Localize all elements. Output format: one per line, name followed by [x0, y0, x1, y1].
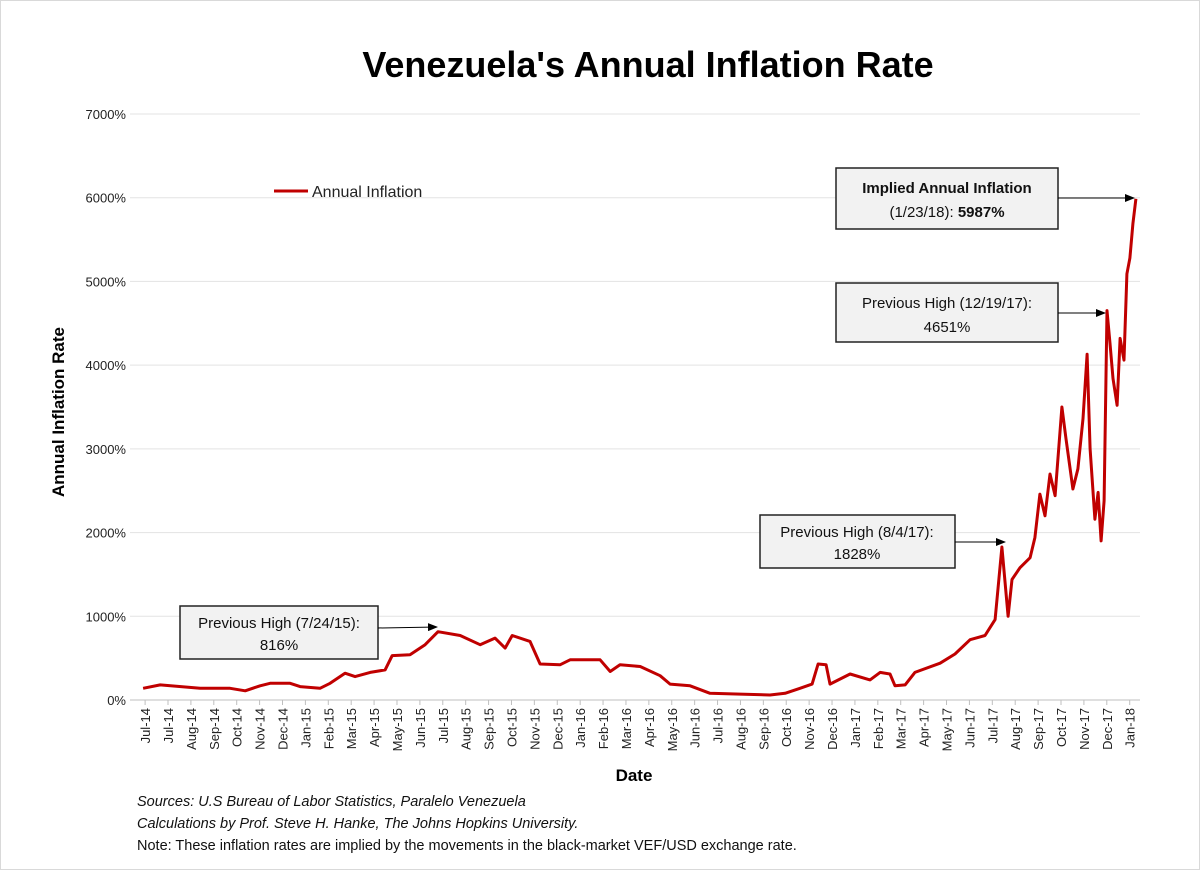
x-tick-label: Mar-16 — [619, 708, 634, 749]
y-tick-label: 4000% — [86, 358, 127, 373]
annotation-label: Previous High (8/4/17): — [780, 524, 933, 541]
x-tick-label: Jun-15 — [413, 708, 428, 748]
x-tick-label: Jun-17 — [962, 708, 977, 748]
x-tick-label: Aug-14 — [184, 708, 199, 750]
footnote-note: Note: These inflation rates are implied … — [137, 838, 797, 854]
annotation-percent: 5987% — [958, 204, 1005, 221]
annotation-dec-2017-high: Previous High (12/19/17): 4651% — [835, 282, 1106, 343]
annotation-2015-high: Previous High (7/24/15): 816% — [179, 605, 438, 660]
annotation-label: Previous High (7/24/15): — [198, 615, 360, 632]
x-tick-label: Apr-17 — [917, 708, 932, 747]
x-tick-label: Sep-16 — [756, 708, 771, 750]
x-tick-label: Apr-16 — [642, 708, 657, 747]
series-line-annual-inflation — [142, 198, 1138, 697]
annotation-current: Implied Annual Inflation (1/23/18): 5987… — [835, 167, 1135, 230]
x-tick-label: Nov-17 — [1077, 708, 1092, 750]
x-tick-label: May-16 — [665, 708, 680, 751]
footnote-sources: Sources: U.S Bureau of Labor Statistics,… — [137, 794, 526, 810]
x-tick-label: Oct-14 — [230, 708, 245, 747]
y-tick-label: 2000% — [86, 526, 127, 541]
y-tick-label: 0% — [107, 693, 126, 708]
x-tick-label: Oct-17 — [1054, 708, 1069, 747]
x-tick-label: May-15 — [390, 708, 405, 751]
x-tick-label: Mar-15 — [344, 708, 359, 749]
x-tick-label: Jan-18 — [1123, 708, 1138, 748]
annotation-date: (1/23/18): — [889, 204, 957, 221]
x-tick-label: Feb-17 — [871, 708, 886, 749]
y-axis-ticks: 0% 1000% 2000% 3000% 4000% 5000% 6000% 7000% — [86, 107, 127, 708]
annotation-aug-2017-high: Previous High (8/4/17): 1828% — [759, 514, 1006, 569]
x-tick-label: Nov-16 — [802, 708, 817, 750]
footnote-calculations: Calculations by Prof. Steve H. Hanke, Th… — [137, 816, 578, 832]
x-tick-label: Jan-17 — [848, 708, 863, 748]
annotation-value: 4651% — [924, 319, 971, 336]
x-tick-label: Jun-16 — [688, 708, 703, 748]
y-axis-title: Annual Inflation Rate — [49, 327, 68, 497]
x-tick-label: Jul-15 — [436, 708, 451, 743]
x-tick-label: Dec-16 — [825, 708, 840, 750]
y-tick-label: 1000% — [86, 609, 127, 624]
legend: Annual Inflation — [274, 184, 422, 201]
x-tick-label: Jul-14 — [161, 708, 176, 743]
x-tick-label: Jul-17 — [985, 708, 1000, 743]
legend-label: Annual Inflation — [312, 184, 422, 201]
chart-title: Venezuela's Annual Inflation Rate — [362, 44, 933, 85]
y-tick-label: 5000% — [86, 274, 127, 289]
annotation-value: (1/23/18): 5987% — [889, 204, 1004, 221]
annotation-label: Previous High (12/19/17): — [862, 295, 1032, 312]
x-tick-label: Feb-15 — [321, 708, 336, 749]
y-tick-label: 3000% — [86, 442, 127, 457]
x-tick-label: Dec-14 — [275, 708, 290, 750]
x-tick-label: Oct-16 — [779, 708, 794, 747]
y-tick-label: 7000% — [86, 107, 127, 122]
x-tick-label: Nov-14 — [253, 708, 268, 750]
x-axis-ticks: Jul-14 Jul-14 Aug-14 Sep-14 Oct-14 Nov-14 Dec-… — [138, 700, 1138, 751]
x-tick-label: Dec-15 — [550, 708, 565, 750]
x-tick-label: Dec-17 — [1100, 708, 1115, 750]
x-tick-label: Sep-15 — [482, 708, 497, 750]
x-tick-label: Aug-17 — [1008, 708, 1023, 750]
x-tick-label: Sep-17 — [1031, 708, 1046, 750]
annotation-value: 816% — [260, 637, 298, 654]
x-tick-label: Jan-16 — [573, 708, 588, 748]
x-tick-label: Apr-15 — [367, 708, 382, 747]
x-tick-label: Nov-15 — [527, 708, 542, 750]
x-tick-label: Feb-16 — [596, 708, 611, 749]
annotation-arrow — [377, 623, 438, 632]
annotation-value: 1828% — [834, 546, 881, 563]
x-tick-label: Mar-17 — [894, 708, 909, 749]
x-tick-label: Jul-14 — [138, 708, 153, 743]
x-tick-label: Aug-15 — [459, 708, 474, 750]
x-tick-label: May-17 — [940, 708, 955, 751]
x-tick-label: Aug-16 — [733, 708, 748, 750]
x-tick-label: Jul-16 — [711, 708, 726, 743]
x-tick-label: Jan-15 — [298, 708, 313, 748]
x-tick-label: Oct-15 — [504, 708, 519, 747]
y-tick-label: 6000% — [86, 191, 127, 206]
x-tick-label: Sep-14 — [207, 708, 222, 750]
x-axis-title: Date — [616, 766, 653, 785]
annotation-label: Implied Annual Inflation — [862, 180, 1031, 197]
